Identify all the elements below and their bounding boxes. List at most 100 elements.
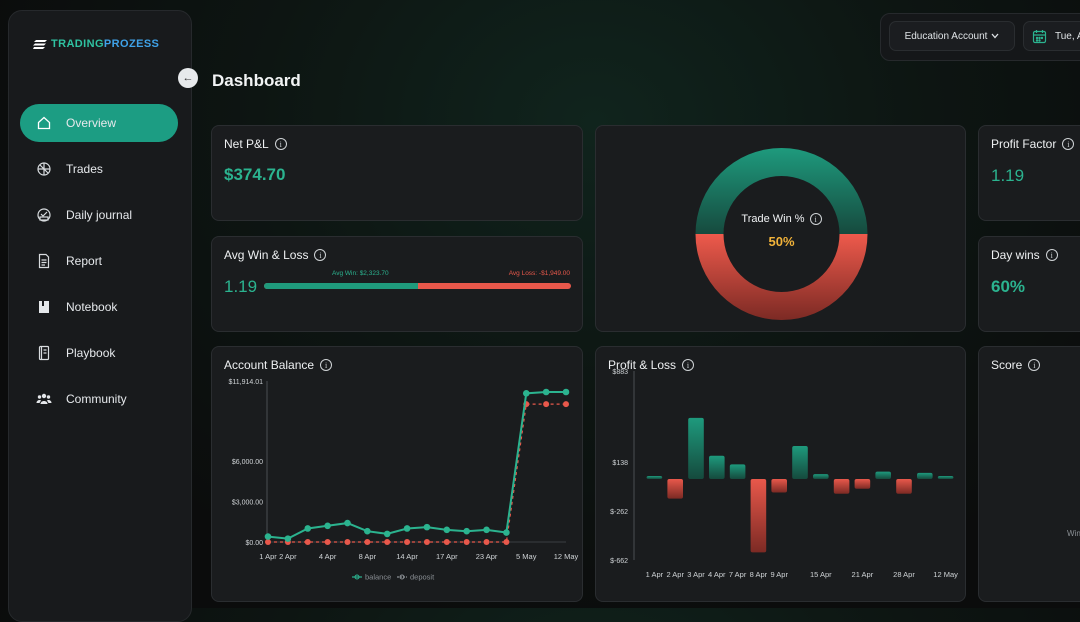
balance-point: [383, 530, 391, 538]
account-select[interactable]: Education Account: [889, 21, 1015, 51]
info-icon[interactable]: i: [1028, 359, 1041, 371]
y-tick-label: $3,000.00: [232, 499, 263, 506]
account-label: Education Account: [904, 30, 988, 42]
deposit-point: [384, 539, 391, 545]
balance-point: [503, 529, 510, 536]
info-icon[interactable]: i: [320, 359, 333, 371]
profit-loss-title: Profit & Loss: [608, 358, 677, 372]
card-title: Day wins i: [991, 248, 1058, 262]
balance-point: [364, 527, 371, 535]
sidebar-item-label: Notebook: [66, 300, 118, 314]
y-tick-label: $11,914.01: [228, 379, 263, 386]
community-icon: [36, 393, 52, 404]
sidebar-item-label: Playbook: [66, 346, 116, 360]
logo-stripes-icon: [33, 39, 47, 49]
loss-bar: [854, 479, 871, 489]
deposit-point: [265, 539, 271, 545]
legend-balance-label: balance: [365, 573, 391, 582]
x-tick-label: 8 Apr: [359, 552, 377, 561]
avg-win-loss-value: 1.19: [224, 277, 258, 296]
sidebar-item-report[interactable]: Report: [20, 242, 178, 280]
trade-win-donut: [695, 148, 868, 320]
balance-series-line: [267, 391, 566, 540]
profit-bar: [813, 474, 829, 480]
balance-point: [443, 526, 451, 534]
card-title: Profit & Loss i: [608, 358, 695, 372]
deposit-point: [423, 539, 430, 545]
account-balance-chart: $11,914.01 $6,000.00 $3,000.00 $0.00 1 Apr 2 …: [228, 379, 579, 582]
balance-point: [344, 519, 351, 527]
avg-loss-label: Avg Loss: -$1,949.00: [508, 270, 570, 277]
y-tick-label: $0.00: [245, 540, 263, 547]
card-title: Profit Factor i: [991, 137, 1075, 151]
deposit-point: [364, 539, 371, 545]
legend-deposit-label: deposit: [410, 573, 435, 582]
date-picker[interactable]: Tue, A: [1023, 21, 1080, 51]
home-icon: [37, 116, 51, 130]
score-card: Score i Win: [978, 346, 1080, 602]
trade-win-title: Trade Win %: [741, 213, 805, 225]
balance-point: [264, 533, 272, 540]
trades-icon: [37, 162, 51, 176]
balance-point: [483, 526, 490, 534]
deposit-point: [503, 539, 510, 545]
brand-logo[interactable]: TRADINGPROZESS: [33, 38, 159, 50]
sidebar-item-community[interactable]: Community: [20, 380, 178, 418]
sidebar-item-notebook[interactable]: Notebook: [20, 288, 178, 326]
collapse-sidebar-button[interactable]: ←: [178, 68, 198, 88]
info-icon[interactable]: i: [682, 359, 695, 371]
loss-bar: [750, 479, 767, 553]
x-tick-label: 5 May: [516, 552, 537, 561]
balance-point: [522, 390, 530, 397]
profit-bar: [875, 471, 891, 480]
profit-factor-value: 1.19: [991, 166, 1025, 185]
card-title: Score i: [991, 358, 1041, 372]
day-wins-card: Day wins i 60%: [978, 236, 1080, 332]
sidebar-item-trades[interactable]: Trades: [20, 150, 178, 188]
sidebar-item-label: Report: [66, 254, 103, 268]
x-tick-label: 21 Apr: [852, 570, 874, 579]
x-tick-label: 12 May: [554, 552, 579, 561]
donut-win-segment: [695, 148, 868, 234]
x-tick-label: 9 Apr: [770, 570, 788, 579]
x-tick-label: 15 Apr: [810, 570, 832, 579]
x-tick-label: 12 May: [933, 570, 958, 579]
info-icon[interactable]: i: [274, 138, 287, 150]
balance-point: [542, 388, 550, 396]
win-loss-bar: [264, 283, 571, 289]
profit-bar: [709, 455, 725, 480]
loss-bar: [771, 479, 787, 493]
sidebar-item-daily-journal[interactable]: Daily journal: [20, 196, 178, 234]
legend-balance-marker: [354, 574, 360, 580]
brand-name: TRADINGPROZESS: [51, 38, 160, 50]
y-tick-label: $-262: [610, 509, 628, 516]
x-tick-label: 7 Apr: [729, 570, 747, 579]
profit-bar: [937, 476, 954, 480]
info-icon[interactable]: i: [1045, 249, 1058, 261]
avg-win-loss-title: Avg Win & Loss: [224, 248, 309, 262]
sidebar-item-label: Community: [66, 392, 127, 406]
report-icon: [38, 253, 50, 269]
card-title: Account Balance i: [224, 358, 333, 372]
legend-deposit-marker: [399, 574, 405, 580]
info-icon[interactable]: i: [809, 213, 822, 225]
sidebar: TRADINGPROZESS Overview Trades Daily jou…: [8, 10, 192, 622]
sidebar-item-overview[interactable]: Overview: [20, 104, 178, 142]
balance-point: [324, 522, 331, 530]
balance-point: [304, 525, 312, 532]
profit-bar: [646, 476, 663, 480]
trade-win-card: Trade Win % i 50%: [595, 125, 966, 332]
net-pl-value: $374.70: [224, 165, 286, 184]
info-icon[interactable]: i: [314, 249, 327, 261]
loss-bar: [667, 479, 683, 499]
info-icon[interactable]: i: [1062, 138, 1075, 150]
sidebar-item-label: Overview: [66, 116, 117, 130]
profit-bar: [917, 472, 933, 480]
sidebar-item-playbook[interactable]: Playbook: [20, 334, 178, 372]
calendar-icon: [1032, 29, 1047, 43]
profit-bar: [729, 464, 746, 480]
loss-bar: [896, 479, 912, 494]
profit-loss-card: Profit & Loss i $883 $138 $-262 $-662 1 Apr 2 …: [595, 346, 966, 602]
net-pl-title: Net P&L: [224, 137, 269, 151]
deposit-point: [404, 539, 411, 545]
